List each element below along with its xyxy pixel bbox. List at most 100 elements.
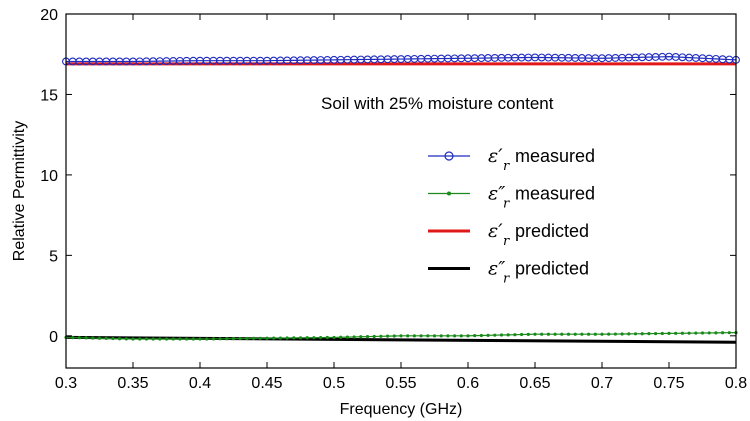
series-1-point bbox=[84, 336, 88, 340]
series-1-point bbox=[459, 334, 463, 338]
series-1-point bbox=[359, 335, 363, 339]
series-1-point bbox=[245, 336, 249, 341]
x-tick-label: 0.7 bbox=[591, 375, 613, 392]
series-1-point bbox=[533, 332, 537, 336]
series-1-point bbox=[520, 332, 524, 337]
y-tick-label: 5 bbox=[49, 248, 58, 265]
series-1-point bbox=[633, 332, 638, 336]
series-1-point bbox=[580, 332, 584, 336]
series-1-point bbox=[707, 331, 711, 335]
legend-item-3-label: predicted bbox=[515, 259, 589, 279]
y-axis-title: Relative Permittivity bbox=[11, 121, 28, 261]
series-1-point bbox=[540, 332, 544, 336]
series-1-point bbox=[566, 332, 571, 336]
series-1-point bbox=[587, 332, 591, 336]
series-0 bbox=[62, 52, 740, 66]
series-1-point bbox=[352, 335, 356, 339]
ticks-layer: 0.3 0.35 0.4 0.45 0.5 0.55 0.6 0.65 0.7 0.75 0.8 0 5… bbox=[40, 7, 747, 392]
y-tick-label: 15 bbox=[40, 87, 58, 104]
series-1-point bbox=[339, 335, 343, 339]
series-3 bbox=[65, 335, 737, 344]
series-1-point bbox=[298, 336, 303, 340]
series-1-point bbox=[252, 336, 256, 340]
series-1-point bbox=[258, 336, 262, 340]
x-tick-label: 0.8 bbox=[725, 375, 747, 392]
series-1-point bbox=[680, 331, 685, 335]
x-tick-label: 0.35 bbox=[117, 375, 148, 392]
series-1-point bbox=[345, 335, 349, 339]
series-1-point bbox=[493, 333, 497, 337]
series-1-point bbox=[392, 334, 396, 338]
series-1-point bbox=[144, 337, 148, 341]
x-tick-label: 0.65 bbox=[519, 375, 550, 392]
x-axis-title: Frequency (GHz) bbox=[340, 401, 463, 418]
series-1-point bbox=[312, 336, 316, 340]
series-1-point bbox=[138, 337, 142, 341]
series-1-point bbox=[432, 334, 437, 338]
series-1-point bbox=[198, 337, 202, 341]
legend-item-2-label: predicted bbox=[515, 221, 589, 241]
series-1-point bbox=[91, 336, 95, 340]
series-1-point bbox=[265, 336, 269, 340]
legend-item-1-label: measured bbox=[515, 184, 595, 204]
series-1-point bbox=[278, 336, 282, 340]
series-1-point bbox=[231, 337, 236, 341]
series-3-line bbox=[65, 335, 737, 344]
series-1-point bbox=[171, 337, 175, 341]
series-layer bbox=[62, 52, 740, 344]
series-1-point bbox=[412, 334, 416, 338]
series-1-point bbox=[319, 335, 323, 340]
series-1-point bbox=[553, 332, 557, 336]
series-1-point bbox=[466, 334, 470, 338]
x-tick-label: 0.45 bbox=[251, 375, 282, 392]
series-1-point bbox=[721, 331, 725, 335]
series-1-point bbox=[292, 336, 296, 340]
series-1-point bbox=[479, 333, 483, 338]
series-1-point bbox=[419, 334, 423, 338]
plot-frame bbox=[65, 13, 737, 369]
series-1-point bbox=[131, 337, 135, 341]
legend-item-2: ε′ r predicted bbox=[428, 220, 589, 249]
series-1-point bbox=[77, 336, 81, 340]
series-1-point bbox=[660, 331, 664, 336]
x-tick-label: 0.6 bbox=[457, 375, 479, 392]
series-1-point bbox=[560, 332, 564, 336]
x-tick-label: 0.3 bbox=[55, 375, 77, 392]
series-1-point bbox=[191, 337, 195, 341]
series-1-point bbox=[97, 336, 102, 340]
series-1-point bbox=[600, 332, 604, 336]
chart-annotation: Soil with 25% moisture content bbox=[321, 94, 554, 113]
series-1-point bbox=[647, 332, 651, 336]
series-1-point bbox=[687, 331, 691, 335]
legend-item-0-symbol: ε′ bbox=[488, 145, 503, 167]
legend-item-2-subscript: r bbox=[503, 234, 510, 249]
series-1-point bbox=[613, 332, 618, 336]
x-tick-label: 0.5 bbox=[323, 375, 345, 392]
series-1-point bbox=[332, 335, 336, 340]
legend-item-3-subscript: r bbox=[503, 272, 510, 287]
x-tick-label: 0.55 bbox=[385, 375, 416, 392]
legend-item-0-marker bbox=[444, 151, 454, 161]
series-1-point bbox=[238, 336, 242, 341]
series-1-point bbox=[365, 335, 370, 339]
series-1-point bbox=[486, 333, 490, 337]
legend-item-2-symbol: ε′ bbox=[488, 220, 503, 242]
series-1-point bbox=[285, 336, 289, 340]
series-1-point bbox=[473, 334, 477, 338]
y-tick-label: 0 bbox=[49, 329, 58, 346]
series-1-point bbox=[211, 337, 215, 341]
series-1-point bbox=[406, 334, 410, 338]
series-1-point bbox=[372, 334, 376, 339]
series-1-point bbox=[111, 336, 115, 341]
legend-item-3: ε″r predicted bbox=[428, 258, 589, 287]
series-1-point bbox=[654, 331, 658, 336]
series-1-point bbox=[727, 331, 731, 335]
legend-item-0-subscript: r bbox=[503, 159, 510, 174]
legend-item-3-symbol: ε″ bbox=[488, 258, 505, 280]
series-1-point bbox=[620, 332, 624, 336]
series-1-point bbox=[446, 334, 450, 338]
series-1-point bbox=[700, 331, 705, 335]
